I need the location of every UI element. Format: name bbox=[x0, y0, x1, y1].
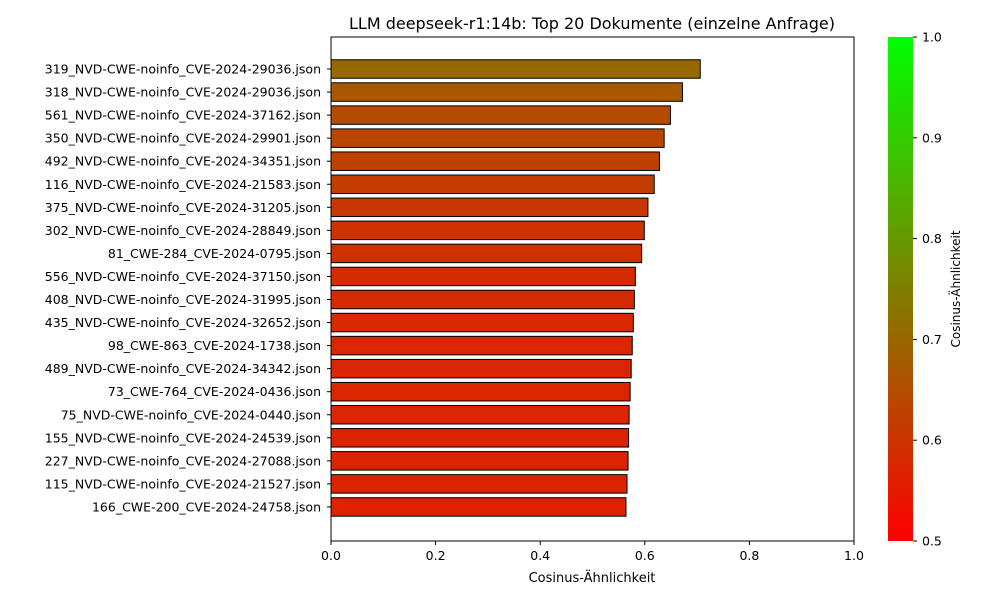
bar bbox=[330, 358, 632, 379]
y-tick-label: 408_NVD-CWE-noinfo_CVE-2024-31995.json bbox=[45, 292, 321, 307]
bar bbox=[330, 405, 630, 425]
bar bbox=[330, 82, 683, 102]
bar bbox=[330, 220, 645, 241]
bar bbox=[330, 266, 636, 287]
y-tick-label: 489_NVD-CWE-noinfo_CVE-2024-34342.json bbox=[45, 361, 321, 376]
colorbar-ticks: 0.5 0.6 0.7 0.8 0.9 1.0 bbox=[913, 30, 942, 549]
colorbar bbox=[888, 37, 913, 541]
y-tick-label: 302_NVD-CWE-noinfo_CVE-2024-28849.json bbox=[45, 223, 321, 238]
bar bbox=[330, 128, 665, 148]
y-tick-label: 350_NVD-CWE-noinfo_CVE-2024-29901.json bbox=[45, 131, 321, 146]
bar bbox=[330, 59, 701, 79]
bar bbox=[330, 497, 627, 517]
x-axis-label: Cosinus-Ähnlichkeit bbox=[529, 570, 656, 586]
y-tick-label: 115_NVD-CWE-noinfo_CVE-2024-21527.json bbox=[45, 476, 321, 491]
y-tick-label: 116_NVD-CWE-noinfo_CVE-2024-21583.json bbox=[45, 177, 321, 192]
y-tick-label: 435_NVD-CWE-noinfo_CVE-2024-32652.json bbox=[45, 315, 321, 330]
x-tick-label: 0.8 bbox=[739, 548, 759, 563]
colorbar-tick-label: 0.5 bbox=[922, 534, 942, 549]
colorbar-label: Cosinus-Ähnlichkeit bbox=[948, 230, 963, 347]
y-tick-label: 73_CWE-764_CVE-2024-0436.json bbox=[108, 384, 321, 399]
x-tick-label: 0.2 bbox=[426, 548, 446, 563]
y-tick-label: 561_NVD-CWE-noinfo_CVE-2024-37162.json bbox=[45, 108, 321, 123]
chart-title: LLM deepseek-r1:14b: Top 20 Dokumente (e… bbox=[349, 14, 835, 33]
bar bbox=[330, 474, 628, 494]
bar bbox=[330, 289, 635, 310]
colorbar-tick-label: 0.8 bbox=[922, 231, 942, 246]
y-tick-label: 492_NVD-CWE-noinfo_CVE-2024-34351.json bbox=[45, 154, 321, 169]
x-axis: 0.0 0.2 0.4 0.6 0.8 1.0 bbox=[321, 541, 864, 563]
colorbar-tick-label: 1.0 bbox=[922, 30, 942, 45]
y-tick-label: 166_CWE-200_CVE-2024-24758.json bbox=[92, 499, 321, 514]
y-tick-label: 227_NVD-CWE-noinfo_CVE-2024-27088.json bbox=[45, 453, 321, 468]
bar bbox=[330, 243, 643, 264]
bar bbox=[330, 381, 631, 402]
y-tick-label: 556_NVD-CWE-noinfo_CVE-2024-37150.json bbox=[45, 269, 321, 284]
bar bbox=[330, 151, 660, 171]
y-tick-label: 319_NVD-CWE-noinfo_CVE-2024-29036.json bbox=[45, 62, 321, 77]
bar bbox=[330, 197, 649, 218]
bar bbox=[330, 451, 629, 471]
bar bbox=[330, 105, 671, 125]
y-tick-label: 318_NVD-CWE-noinfo_CVE-2024-29036.json bbox=[45, 85, 321, 100]
bar bbox=[330, 335, 633, 356]
bar bbox=[330, 312, 634, 333]
x-tick-label: 0.6 bbox=[635, 548, 655, 563]
y-tick-label: 75_NVD-CWE-noinfo_CVE-2024-0440.json bbox=[61, 407, 321, 422]
colorbar-tick-label: 0.7 bbox=[922, 332, 942, 347]
y-tick-label: 98_CWE-863_CVE-2024-1738.json bbox=[108, 338, 321, 353]
plot-frame bbox=[330, 36, 855, 542]
colorbar-tick-label: 0.9 bbox=[922, 130, 942, 145]
y-tick-label: 81_CWE-284_CVE-2024-0795.json bbox=[108, 246, 321, 261]
colorbar-tick-label: 0.6 bbox=[922, 433, 942, 448]
bar bbox=[330, 428, 630, 448]
y-tick-labels: 319_NVD-CWE-noinfo_CVE-2024-29036.json 31… bbox=[45, 62, 331, 514]
x-tick-label: 0.0 bbox=[321, 548, 341, 563]
x-tick-label: 0.4 bbox=[530, 548, 550, 563]
bar bbox=[330, 174, 655, 194]
y-tick-label: 155_NVD-CWE-noinfo_CVE-2024-24539.json bbox=[45, 430, 321, 445]
y-tick-label: 375_NVD-CWE-noinfo_CVE-2024-31205.json bbox=[45, 200, 321, 215]
bars-layer bbox=[330, 59, 701, 517]
x-tick-label: 1.0 bbox=[844, 548, 864, 563]
